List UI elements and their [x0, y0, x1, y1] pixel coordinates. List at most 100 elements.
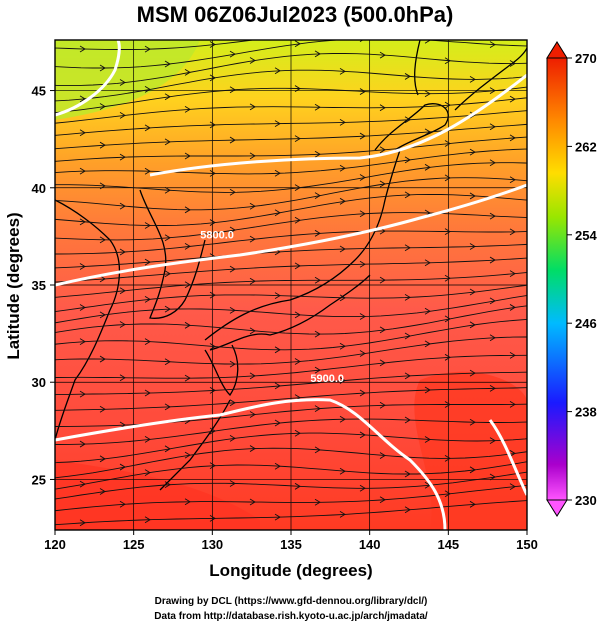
streamline-arrow	[314, 50, 321, 58]
streamline-arrow	[79, 440, 86, 448]
streamline-arrow	[184, 281, 191, 289]
streamline-arrow	[314, 498, 321, 506]
streamline-arrow	[359, 174, 366, 181]
streamline-arrow	[339, 197, 346, 205]
streamline	[55, 500, 527, 526]
streamline-arrow	[359, 260, 366, 268]
streamline	[55, 461, 527, 490]
streamline-arrow	[249, 57, 256, 64]
coastline-kuril	[454, 47, 527, 111]
y-tick-label: 25	[32, 472, 46, 487]
colorbar-top-arrow	[546, 41, 568, 59]
streamline-arrow	[404, 416, 411, 424]
streamline-arrow	[359, 431, 366, 439]
streamline-arrow	[444, 315, 451, 323]
streamline-arrow	[164, 93, 171, 101]
streamline-arrow	[489, 384, 496, 392]
streamline-arrow	[314, 192, 321, 200]
streamline	[55, 193, 527, 227]
streamline-arrow	[229, 226, 236, 234]
streamline-arrow	[119, 112, 126, 119]
streamline-arrow	[339, 164, 346, 172]
streamline-arrow	[469, 243, 476, 250]
streamline-arrow	[294, 40, 301, 48]
streamline-arrow	[489, 41, 496, 49]
streamline-arrow	[444, 57, 451, 65]
streamline-arrow	[249, 372, 256, 380]
streamline-arrow	[509, 134, 516, 142]
streamline-arrow	[444, 401, 451, 408]
streamline-arrow	[339, 467, 346, 475]
streamline-arrow	[314, 150, 321, 158]
streamline-arrow	[99, 455, 106, 463]
streamline-arrow	[144, 258, 151, 266]
x-tick-label: 150	[516, 537, 538, 552]
streamline-arrow	[99, 64, 106, 72]
streamline-arrow	[444, 101, 451, 109]
streamline-arrow	[144, 167, 151, 175]
x-tick-label: 125	[123, 537, 145, 552]
x-tick-label: 130	[201, 537, 223, 552]
streamline-arrow	[509, 450, 516, 457]
streamline-arrow	[209, 291, 216, 299]
streamline	[55, 319, 527, 351]
streamline-arrow	[119, 321, 126, 328]
streamline	[55, 123, 527, 150]
streamline-arrow	[209, 121, 216, 129]
streamline-arrow	[229, 399, 236, 407]
streamline	[55, 177, 527, 211]
streamline-arrow	[379, 326, 386, 334]
streamline-arrow	[509, 176, 516, 184]
streamline-arrow	[379, 180, 386, 188]
streamline-arrow	[469, 418, 476, 426]
streamline-arrow	[229, 480, 236, 487]
streamline-arrow	[164, 270, 171, 278]
streamline	[55, 97, 527, 124]
streamline-arrow	[509, 483, 516, 490]
streamline	[55, 336, 527, 365]
streamline-arrow	[209, 514, 216, 522]
credit-data: Data from http://database.rish.kyoto-u.a…	[154, 611, 428, 622]
streamline-arrow	[184, 498, 191, 506]
streamline-arrow	[144, 436, 151, 443]
streamline-arrow	[469, 192, 476, 200]
streamline-arrow	[489, 87, 496, 95]
streamline	[55, 284, 527, 313]
streamline-arrow	[144, 45, 151, 53]
streamline-arrow	[229, 136, 236, 144]
coastline-china	[55, 199, 121, 441]
streamline-arrow	[424, 386, 431, 394]
streamline-arrow	[359, 350, 366, 357]
y-axis-label: Latitude (degrees)	[4, 212, 23, 359]
streamline-arrow	[294, 358, 301, 365]
colorbar-tick-label: 262	[575, 139, 597, 154]
streamline-arrow	[359, 132, 366, 140]
streamline-arrow	[294, 482, 301, 490]
streamline-arrow	[249, 498, 256, 506]
streamline-arrow	[249, 411, 256, 418]
streamline-arrow	[274, 346, 281, 354]
streamline-arrow	[184, 206, 191, 214]
streamline-arrow	[339, 245, 346, 253]
streamline-arrow	[444, 174, 451, 182]
streamline-arrow	[274, 169, 281, 177]
streamline-arrow	[359, 389, 366, 397]
streamline-arrow	[274, 462, 281, 470]
streamline-arrow	[404, 191, 411, 199]
streamline-arrow	[119, 374, 126, 382]
streamline-arrow	[144, 469, 151, 476]
streamline-arrow	[509, 95, 516, 103]
streamline	[55, 69, 527, 102]
streamline-arrow	[164, 234, 171, 242]
streamline-arrow	[404, 332, 411, 340]
streamline-arrow	[444, 454, 451, 462]
streamline-arrow	[489, 297, 496, 305]
streamline	[55, 86, 527, 114]
streamline-arrow	[79, 263, 86, 270]
streamline-arrow	[79, 218, 86, 226]
streamline-arrow	[294, 85, 301, 92]
colorbar: 270 262 254 246 238 230	[546, 41, 597, 517]
streamline-arrow	[164, 60, 171, 68]
warm-region-east	[414, 371, 527, 530]
streamline-arrow	[274, 419, 281, 427]
